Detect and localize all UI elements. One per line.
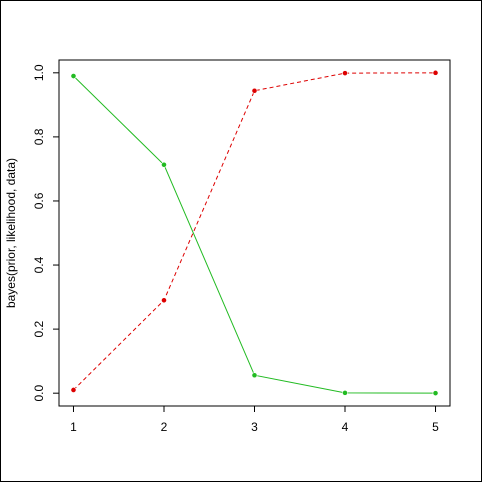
y-tick-label: 0.6 — [32, 192, 46, 209]
point — [342, 389, 348, 396]
x-tick-label: 4 — [342, 420, 349, 434]
x-tick-label: 1 — [70, 420, 77, 434]
x-tick-label: 2 — [161, 420, 168, 434]
y-tick-label: 0.2 — [32, 320, 46, 337]
point — [70, 73, 77, 79]
point — [342, 70, 348, 77]
point — [70, 387, 77, 393]
point — [161, 297, 167, 304]
point — [432, 69, 439, 76]
y-axis-label: bayes(prior, likelihood, data) — [4, 158, 18, 308]
point — [251, 372, 258, 379]
x-tick-label: 5 — [432, 420, 439, 434]
point — [432, 390, 439, 397]
point — [251, 87, 258, 94]
x-tick-label: 3 — [251, 420, 258, 434]
point — [161, 161, 167, 168]
series-line — [73, 72, 436, 391]
y-tick-label: 0.4 — [32, 256, 46, 273]
y-tick-label: 0.0 — [32, 385, 46, 402]
y-tick-label: 1.0 — [32, 64, 46, 81]
y-tick-label: 0.8 — [32, 128, 46, 145]
